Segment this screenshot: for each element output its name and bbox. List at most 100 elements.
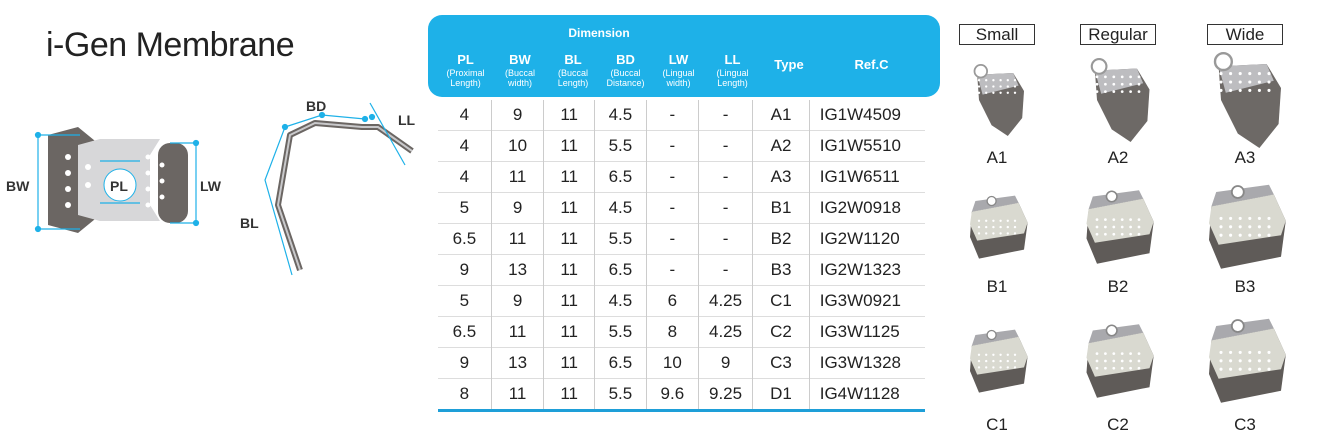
shape [1230, 185, 1245, 199]
perforation [1238, 88, 1242, 92]
perforation [985, 353, 988, 356]
perforation [1120, 232, 1124, 236]
perforation [1219, 233, 1223, 237]
perforation [1129, 359, 1132, 363]
perforation [977, 225, 981, 229]
perforation [985, 366, 988, 369]
table-cell: 13 [490, 347, 544, 379]
table-cell: - [697, 223, 753, 255]
perforation [1137, 359, 1141, 363]
perforation [1095, 90, 1099, 93]
shape [1086, 198, 1154, 243]
perforation [985, 359, 988, 363]
table-cell: - [645, 130, 699, 162]
product-label: B1 [986, 277, 1008, 296]
perforation [1104, 366, 1107, 370]
perforation [1095, 352, 1099, 355]
table-cell: 9.6 [645, 378, 699, 411]
table-cell: IG3W1125 [808, 316, 925, 348]
perforation [1104, 232, 1107, 236]
perforation [1095, 75, 1099, 79]
column-header: BL [564, 52, 582, 67]
perforation [1013, 225, 1017, 229]
pl-circle [103, 168, 137, 202]
perforation [1229, 359, 1233, 363]
perforation [1267, 72, 1271, 76]
column-subheader: (Lingual Length) [716, 68, 749, 88]
table-cell: 6.5 [593, 254, 647, 286]
perforation [1120, 82, 1124, 86]
perforation [1137, 82, 1141, 86]
shape [970, 202, 1028, 241]
perforation [1013, 85, 1017, 88]
column-subheader: (Proximal Length) [446, 68, 485, 88]
table-cell: 11 [543, 192, 595, 224]
product-label: C1 [986, 415, 1008, 434]
perforation [1120, 75, 1124, 79]
table-cell: C2 [752, 316, 810, 348]
perforation [1129, 218, 1132, 221]
perforation [1137, 225, 1141, 229]
perforation [1112, 75, 1116, 79]
perforation [1137, 75, 1141, 79]
perforation [1137, 90, 1141, 93]
column-header: Ref.C [854, 57, 889, 72]
table-cell: 11 [543, 161, 595, 193]
perforation [999, 79, 1002, 82]
perforation [1229, 350, 1233, 354]
product-label: C2 [1107, 415, 1129, 434]
perforation [1013, 232, 1017, 235]
perforation [1257, 80, 1261, 84]
perforation [1219, 225, 1223, 229]
table-cell: - [697, 254, 753, 286]
table-cell: 11 [543, 254, 595, 286]
table-cell: 11 [543, 316, 595, 348]
shape [275, 120, 414, 271]
perforation [1006, 225, 1009, 229]
table-cell: 6.5 [438, 223, 492, 255]
perforation [1238, 350, 1242, 354]
membrane-image [1213, 51, 1281, 148]
perforation [1129, 75, 1132, 79]
perforation [1006, 91, 1009, 94]
table-cell: - [645, 192, 699, 224]
column-subheader: (Buccal width) [504, 68, 535, 88]
perforation [999, 232, 1002, 235]
table-cell: 11 [543, 100, 595, 131]
perforation [1112, 366, 1116, 370]
perforation [1137, 218, 1141, 221]
perforation [992, 359, 995, 363]
table-header: Dimension PL (Proximal Length) BW (Buccal w… [428, 15, 940, 97]
perforation [1267, 359, 1271, 363]
perforation [992, 232, 995, 235]
membrane-image [970, 195, 1028, 259]
shape [276, 121, 413, 271]
shape [1086, 332, 1154, 377]
dim-label: LL [398, 112, 416, 128]
perforation [1112, 359, 1116, 363]
table-cell: 5.5 [593, 378, 647, 411]
table-cell: 6.5 [438, 316, 492, 348]
table-cell: 4.5 [593, 285, 647, 317]
perforation [1013, 366, 1017, 369]
group-header: Dimension [568, 26, 630, 40]
perforation [999, 85, 1002, 88]
perforation [1137, 366, 1141, 370]
perforation [1267, 233, 1271, 237]
perforation [1267, 367, 1271, 371]
shape [1209, 328, 1286, 379]
table-cell: A3 [752, 161, 810, 193]
dim-label: PL [110, 178, 128, 194]
perforation [1248, 88, 1252, 92]
perforation [992, 225, 995, 229]
table-cell: A2 [752, 130, 810, 162]
perforation [1112, 232, 1116, 236]
perforation [1006, 79, 1009, 82]
column-header: BD [616, 52, 635, 67]
table-cell: 9 [490, 192, 544, 224]
dim-label: BD [306, 98, 327, 114]
table-cell: 10 [490, 130, 544, 162]
size-header: Small [959, 24, 1035, 45]
table-cell: 4.25 [697, 316, 753, 348]
